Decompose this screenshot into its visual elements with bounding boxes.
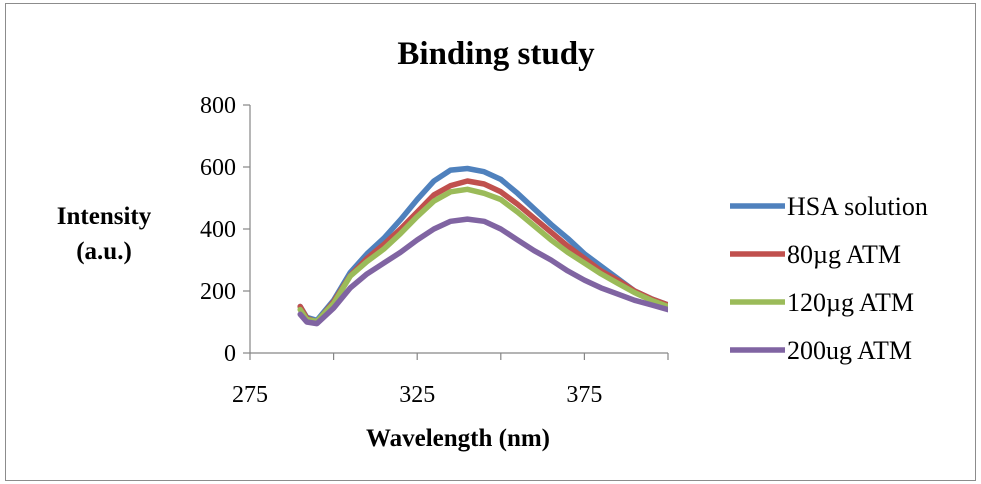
axes: 0 200 400 600 800 275 325 375 [200,93,669,408]
y-axis-title-line1: Intensity [57,203,152,230]
x-tick-label: 275 [232,382,268,408]
y-tick-label: 400 [200,217,236,243]
legend-label: 80µg ATM [787,240,901,269]
y-tick-label: 0 [224,341,236,367]
x-tick-label: 375 [566,382,602,408]
x-tick-label: 325 [399,382,435,408]
series-line-4 [297,216,668,327]
y-tick-label: 200 [200,279,236,305]
legend-label: HSA solution [787,192,928,221]
y-tick-label: 800 [200,93,236,119]
y-axis-title-line2: (a.u.) [76,238,132,265]
chart-frame [5,3,976,481]
y-tick-label: 600 [200,155,236,181]
legend-label: 120µg ATM [787,288,914,317]
plot-area [297,165,668,327]
series-line-2 [297,178,668,325]
series-line-3 [297,186,668,325]
x-axis-title: Wavelength (nm) [366,425,550,452]
legend: HSA solution 80µg ATM 120µg ATM 200ug ATM [730,192,928,365]
legend-label: 200ug ATM [787,336,912,365]
chart-title: Binding study [397,36,595,72]
